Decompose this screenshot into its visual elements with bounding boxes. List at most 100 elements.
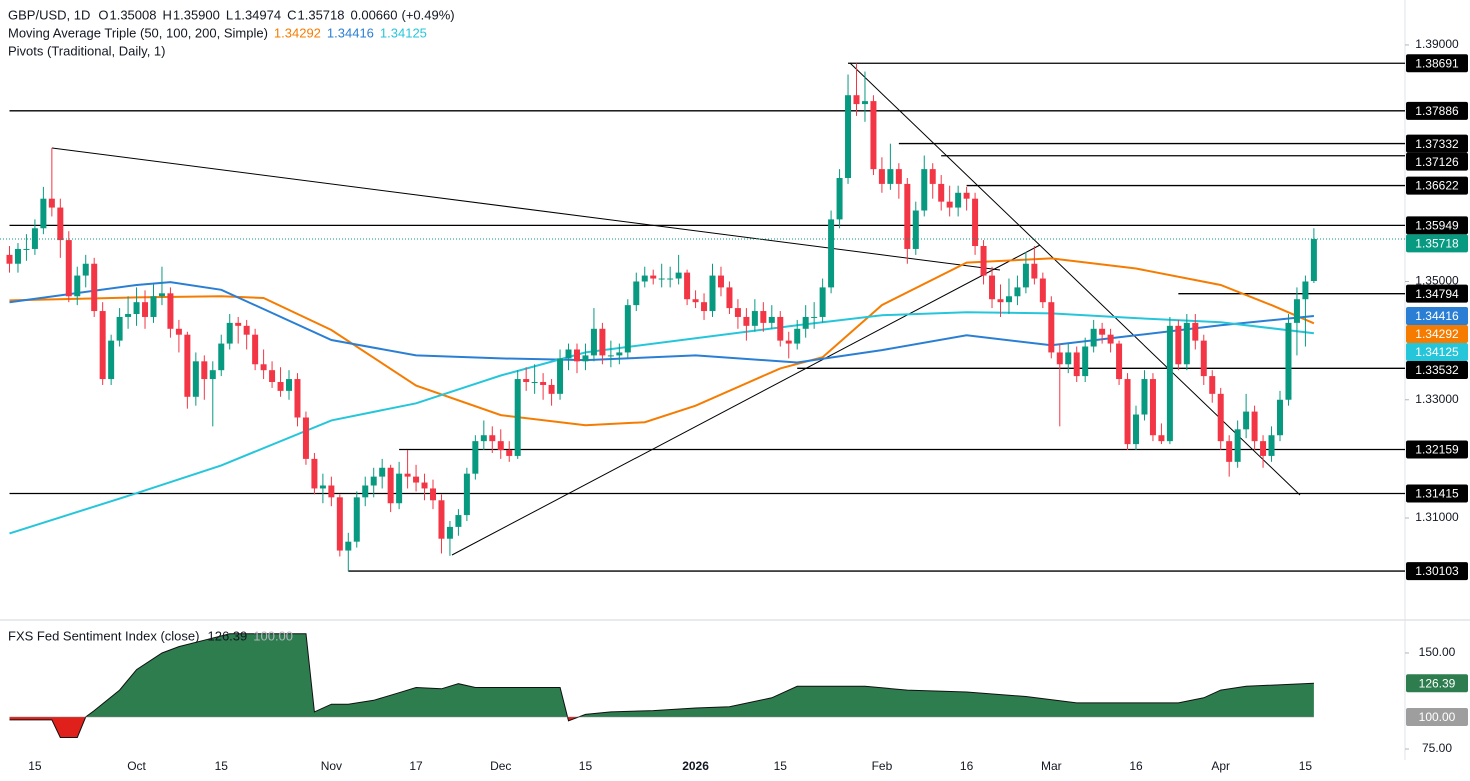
candle-body (243, 325, 250, 335)
pivot-label-box (1406, 562, 1468, 581)
candle-body (175, 328, 182, 335)
ohlc-key: H (162, 7, 171, 22)
ohlc-key: L (226, 7, 233, 22)
x-tick-label: 15 (579, 759, 593, 773)
current-price-label-box (1406, 234, 1468, 253)
candle-body (582, 355, 589, 362)
symbol: GBP/USD, 1D (8, 7, 90, 22)
candle-body (887, 169, 894, 184)
candle-body (768, 316, 775, 323)
candle-body (125, 314, 132, 317)
candle-body (726, 287, 733, 309)
indicator-tick-label: 150.00 (1419, 645, 1456, 659)
candle-body (1099, 328, 1106, 335)
candle-body (1192, 322, 1199, 341)
x-tick-label: 15 (774, 759, 788, 773)
x-tick-label: 2026 (682, 759, 709, 773)
pivot-label-box (1406, 284, 1468, 303)
candle-body (362, 485, 369, 498)
candle-body (192, 361, 199, 397)
indicator-value: 126.39 (207, 628, 247, 643)
candle-body (734, 308, 741, 317)
y-tick-label: 1.31000 (1415, 510, 1459, 524)
candle-body (184, 334, 191, 397)
candle-body (573, 349, 580, 362)
candle-body (201, 361, 208, 380)
candle-body (489, 435, 496, 442)
candle-body (870, 101, 877, 170)
candle-body (1014, 287, 1021, 297)
ohlc-value: 1.35718 (298, 7, 345, 22)
candle-body (158, 293, 165, 297)
candle-body (116, 316, 123, 341)
candle-body (667, 278, 674, 280)
candle-body (1039, 278, 1046, 303)
marks (0, 44, 1409, 750)
candle-body (472, 441, 479, 474)
pivot-label-box (1406, 484, 1468, 503)
candle-body (353, 497, 360, 542)
candle-body (1149, 379, 1156, 436)
indicator-baseline: 100.00 (253, 628, 293, 643)
candle-body (955, 192, 962, 208)
x-tick-label: Mar (1041, 759, 1062, 773)
candle-body (108, 340, 115, 380)
pivot-label: 1.34794 (1415, 287, 1459, 301)
candle-body (1243, 411, 1250, 430)
change: 0.00660 (351, 7, 398, 22)
labels: GBP/USD, 1D O 1.35008 H 1.35900 L 1.34974 C 1.35… (8, 7, 1468, 773)
ma-value: 1.34292 (274, 25, 321, 40)
candle-body (946, 201, 953, 208)
candle-body (57, 207, 64, 241)
candle-body (1141, 379, 1148, 415)
candle-body (446, 526, 453, 539)
candle-body (1082, 346, 1089, 377)
candle-body (1124, 379, 1131, 445)
candle-body (1217, 393, 1224, 442)
ohlc-key: C (287, 7, 296, 22)
candle-body (802, 316, 809, 329)
candle-body (1022, 263, 1029, 288)
current-price-label: 1.35718 (1415, 237, 1459, 251)
candle-body (235, 322, 242, 326)
pivot-label-box (1406, 361, 1468, 380)
candle-body (167, 293, 174, 329)
ohlc-value: 1.35900 (173, 7, 220, 22)
candle-body (82, 263, 89, 276)
candle-body (455, 515, 462, 527)
candle-body (294, 379, 301, 418)
pivot-label: 1.33532 (1415, 363, 1459, 377)
candle-body (40, 198, 47, 229)
x-tick-label: 15 (215, 759, 229, 773)
candle-body (1031, 263, 1038, 279)
candle-body (921, 169, 928, 211)
x-tick-label: 17 (409, 759, 423, 773)
candle-body (1183, 322, 1190, 365)
candle-body (497, 441, 504, 451)
candle-body (1209, 376, 1216, 394)
candle-body (6, 254, 13, 264)
candle-body (540, 382, 547, 385)
candle-body (48, 198, 55, 208)
candle-body (760, 311, 767, 323)
candle-body (684, 272, 691, 300)
ma-label: 1.34292 (1415, 327, 1459, 341)
candle-body (74, 275, 81, 297)
candle-body (209, 370, 216, 380)
candle-body (514, 379, 521, 456)
candle-body (878, 169, 885, 184)
candle-body (430, 488, 436, 501)
pivot-label: 1.35949 (1415, 219, 1459, 233)
ma-label-box (1406, 325, 1468, 344)
candle-body (142, 302, 149, 317)
candle-body (1277, 399, 1283, 436)
pivots-legend: Pivots (Traditional, Daily, 1) (8, 43, 166, 58)
candle-body (1073, 352, 1080, 377)
pivot-label-box (1406, 216, 1468, 235)
candle-body (311, 458, 318, 489)
candle-body (853, 95, 860, 105)
candle-body (557, 358, 564, 394)
baseline-label-box (1406, 707, 1468, 726)
candle-body (328, 485, 335, 498)
candle-body (1158, 435, 1165, 442)
